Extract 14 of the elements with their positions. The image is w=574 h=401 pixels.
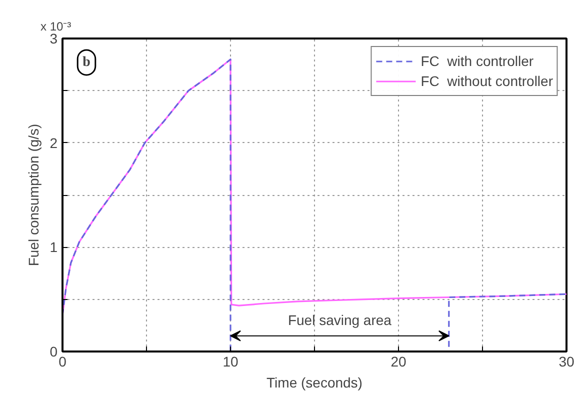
x-tick-label: 20 <box>390 354 406 370</box>
x-axis-title: Time (seconds) <box>266 374 362 390</box>
legend-label: FC with controller <box>420 53 534 69</box>
y-tick-label: 0 <box>50 344 58 360</box>
y-tick-label: 3 <box>50 30 58 46</box>
text: x 10⁻³ <box>40 20 72 34</box>
y-axis-title: Fuel consumption (g/s) <box>26 124 42 266</box>
annotation: b <box>82 55 91 70</box>
y-tick-label: 2 <box>50 134 58 151</box>
x-tick-label: 10 <box>222 354 238 370</box>
x-tick-label: 30 <box>558 354 574 370</box>
annotation: Fuel saving area <box>288 312 392 328</box>
legend-label: FC without controller <box>420 73 553 89</box>
y-tick-label: 1 <box>50 239 58 256</box>
